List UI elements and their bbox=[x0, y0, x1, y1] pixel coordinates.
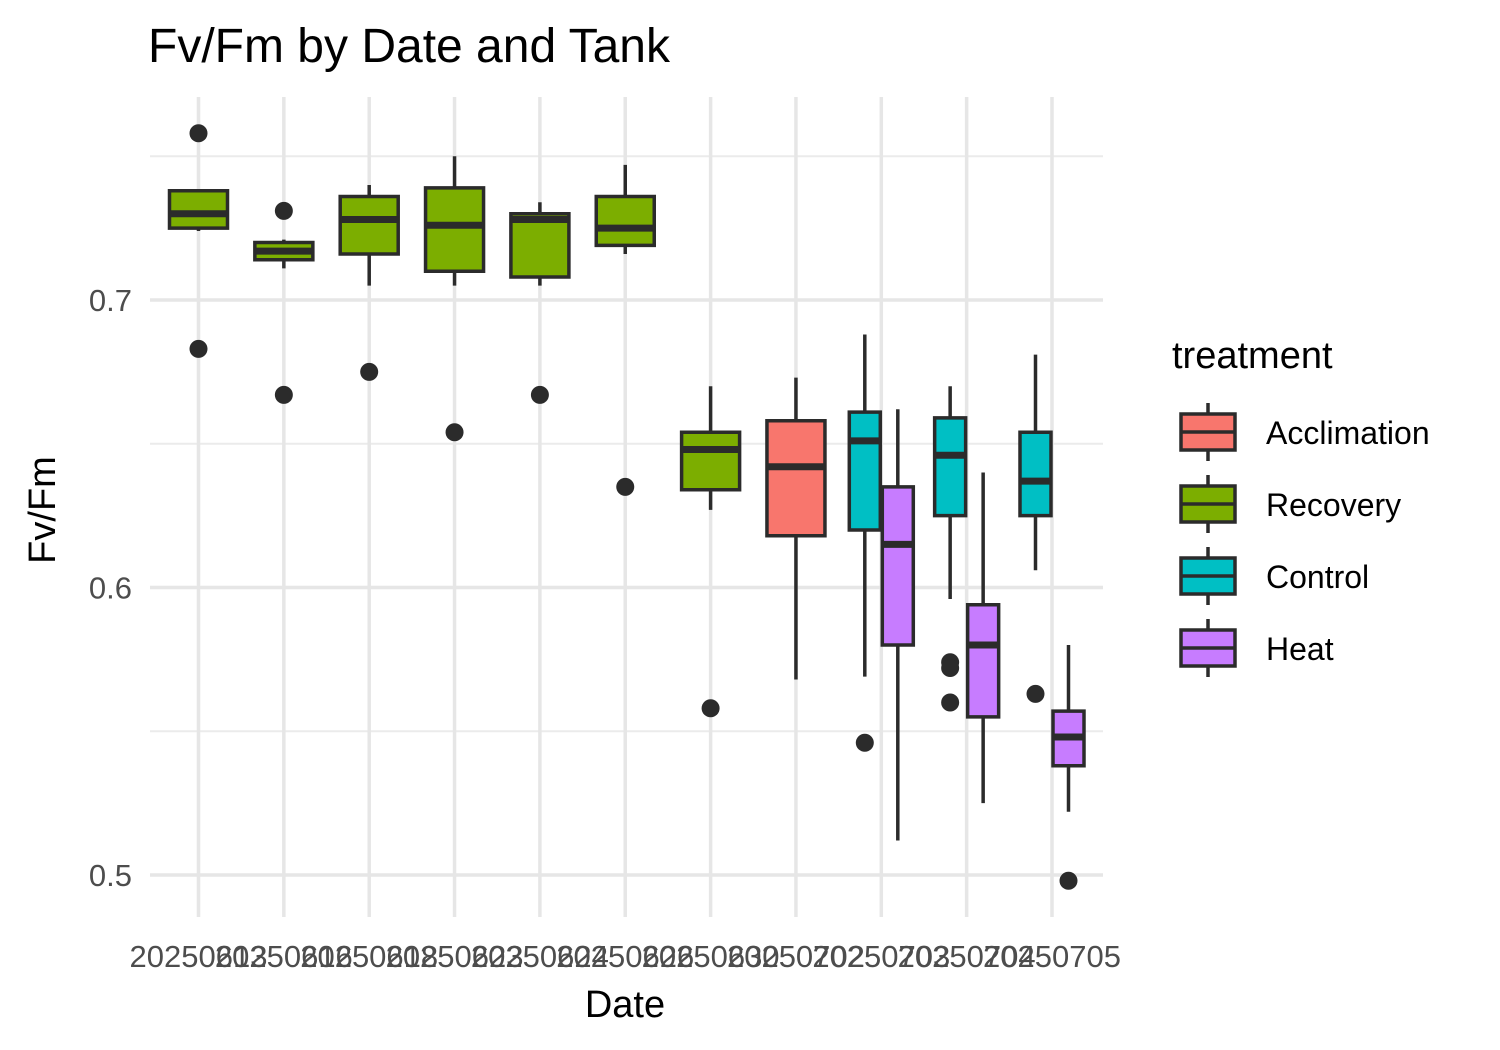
x-tick-label: 20250624 bbox=[471, 939, 609, 974]
x-axis-title: Date bbox=[585, 984, 665, 1026]
outlier-point bbox=[274, 201, 293, 220]
y-axis-title: Fv/Fm bbox=[22, 456, 64, 564]
box-recovery bbox=[253, 201, 315, 404]
box-heat bbox=[1051, 645, 1086, 890]
box-acclimation bbox=[765, 377, 827, 680]
y-tick-label: 0.6 bbox=[89, 571, 132, 606]
x-tick-label: 20250702 bbox=[727, 939, 865, 974]
x-tick-label: 20250626 bbox=[556, 939, 694, 974]
outlier-point bbox=[616, 477, 635, 496]
legend-label: Control bbox=[1266, 559, 1369, 595]
y-tick-label: 0.7 bbox=[89, 283, 132, 318]
box-series bbox=[167, 124, 1086, 890]
outlier-point bbox=[941, 659, 960, 677]
outlier-point bbox=[1026, 684, 1045, 703]
box-control bbox=[847, 334, 883, 752]
x-tick-label: 20250703 bbox=[812, 939, 950, 974]
legend-label: Heat bbox=[1266, 631, 1334, 667]
box-recovery bbox=[338, 185, 400, 381]
box-recovery bbox=[679, 386, 742, 718]
box-body bbox=[1018, 430, 1053, 518]
box-control bbox=[1018, 354, 1053, 703]
legend-item-heat: Heat bbox=[1179, 619, 1334, 677]
legend-label: Acclimation bbox=[1266, 415, 1430, 451]
outlier-point bbox=[530, 385, 549, 404]
box-body bbox=[167, 189, 230, 230]
box-body bbox=[765, 419, 827, 538]
box-recovery bbox=[423, 156, 486, 442]
legend-title: treatment bbox=[1172, 335, 1333, 377]
x-axis-ticks: 2025061320250616202506182025062320250624… bbox=[130, 939, 1121, 974]
box-body bbox=[880, 485, 916, 647]
outlier-point bbox=[1059, 871, 1078, 890]
box-recovery bbox=[509, 202, 571, 404]
legend: treatment Acclimation Recovery Control Heat bbox=[1172, 335, 1430, 677]
outlier-point bbox=[274, 385, 293, 404]
outlier-point bbox=[855, 733, 874, 752]
box-body bbox=[847, 410, 883, 532]
legend-item-control: Control bbox=[1179, 547, 1369, 605]
legend-label: Recovery bbox=[1266, 487, 1401, 523]
box-body bbox=[509, 212, 571, 279]
x-tick-label: 20250616 bbox=[215, 939, 353, 974]
outlier-point bbox=[701, 699, 720, 718]
box-body bbox=[932, 416, 968, 518]
outlier-point bbox=[360, 362, 379, 381]
x-tick-label: 20250618 bbox=[300, 939, 438, 974]
box-heat bbox=[965, 472, 1001, 804]
box-body bbox=[338, 194, 400, 256]
legend-item-acclimation: Acclimation bbox=[1179, 403, 1430, 461]
x-tick-label: 20250705 bbox=[983, 939, 1121, 974]
chart-title: Fv/Fm by Date and Tank bbox=[148, 20, 671, 73]
y-tick-label: 0.5 bbox=[89, 858, 132, 893]
outlier-point bbox=[445, 423, 464, 442]
x-tick-label: 20250630 bbox=[642, 939, 780, 974]
x-tick-label: 20250704 bbox=[898, 939, 1036, 974]
y-axis-ticks: 0.5 0.6 0.7 bbox=[89, 283, 132, 893]
box-body bbox=[594, 194, 656, 248]
box-heat bbox=[880, 409, 916, 841]
x-tick-label: 20250623 bbox=[386, 939, 524, 974]
x-tick-label: 20250613 bbox=[130, 939, 268, 974]
outlier-point bbox=[189, 124, 208, 143]
box-recovery bbox=[167, 124, 230, 358]
outlier-point bbox=[189, 339, 208, 358]
box-body bbox=[679, 430, 742, 492]
legend-item-recovery: Recovery bbox=[1179, 475, 1401, 533]
box-body bbox=[965, 603, 1001, 719]
box-body bbox=[423, 186, 486, 273]
outlier-point bbox=[941, 693, 960, 712]
box-control bbox=[932, 386, 968, 712]
box-recovery bbox=[594, 164, 656, 496]
